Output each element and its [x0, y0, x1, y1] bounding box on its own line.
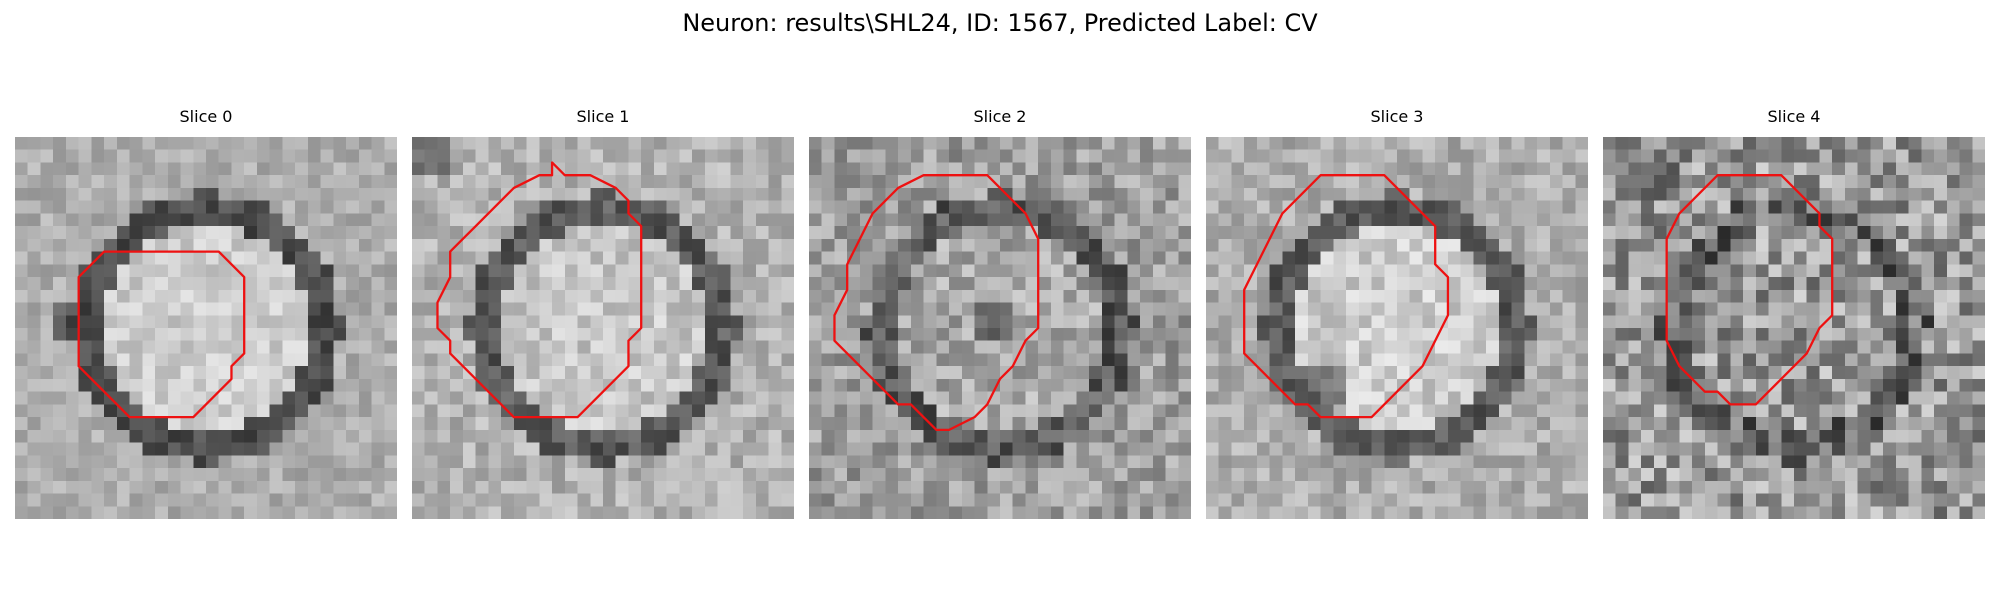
- segmentation-contour: [77, 250, 246, 419]
- segmentation-contour: [833, 174, 1040, 432]
- slice-panel-3: Slice 3: [1206, 107, 1588, 519]
- slice-image-2: [809, 137, 1191, 519]
- slice-title-3: Slice 3: [1370, 107, 1424, 126]
- slice-panel-0: Slice 0: [15, 107, 397, 519]
- pixel-grid: [1603, 137, 1985, 519]
- slice-panel-4: Slice 4: [1603, 107, 1985, 519]
- slice-title-2: Slice 2: [973, 107, 1027, 126]
- segmentation-contour: [436, 161, 643, 419]
- segmentation-contour: [1243, 174, 1450, 419]
- pixel-grid: [412, 137, 794, 519]
- pixel-grid: [809, 137, 1191, 519]
- slice-title-0: Slice 0: [179, 107, 233, 126]
- slice-image-1: [412, 137, 794, 519]
- slice-image-4: [1603, 137, 1985, 519]
- slice-panel-2: Slice 2: [809, 107, 1191, 519]
- slice-image-3: [1206, 137, 1588, 519]
- slice-title-4: Slice 4: [1767, 107, 1821, 126]
- pixel-grid: [15, 137, 397, 519]
- slice-title-1: Slice 1: [576, 107, 630, 126]
- segmentation-contour: [1665, 174, 1834, 406]
- pixel-grid: [1206, 137, 1588, 519]
- slice-panel-1: Slice 1: [412, 107, 794, 519]
- slice-image-0: [15, 137, 397, 519]
- figure-title: Neuron: results\SHL24, ID: 1567, Predict…: [682, 9, 1318, 37]
